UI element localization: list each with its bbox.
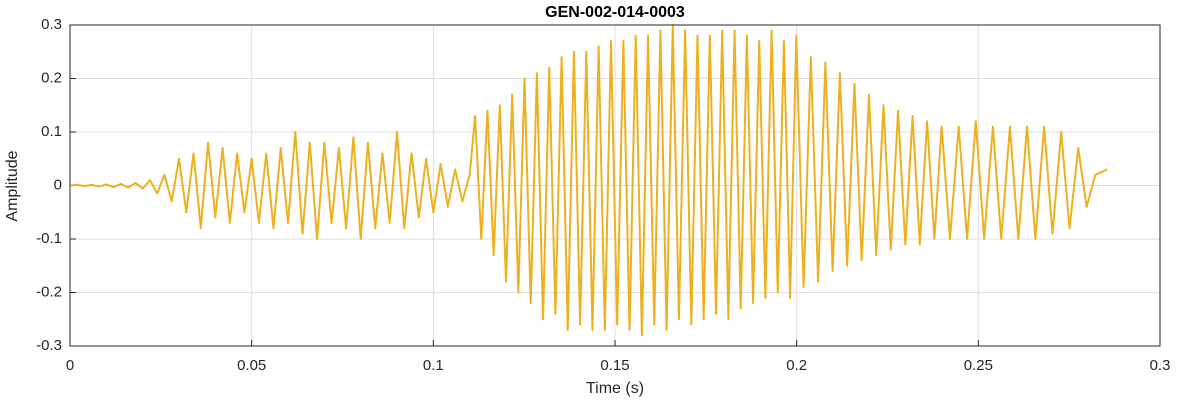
x-tick-label: 0.25 — [964, 357, 993, 374]
chart-title: GEN-002-014-0003 — [545, 4, 685, 21]
x-tick-label: 0 — [66, 357, 74, 374]
y-tick-label: 0.2 — [41, 69, 62, 86]
y-axis-label: Amplitude — [4, 150, 21, 221]
y-tick-label: 0 — [54, 176, 62, 193]
y-tick-label: -0.2 — [36, 283, 62, 300]
y-tick-label: 0.3 — [41, 16, 62, 33]
waveform-line — [69, 24, 1108, 337]
x-tick-label: 0.3 — [1150, 357, 1171, 374]
x-tick-label: 0.05 — [237, 357, 266, 374]
x-tick-label: 0.2 — [786, 357, 807, 374]
x-axis-label: Time (s) — [586, 380, 644, 397]
y-tick-label: -0.1 — [36, 230, 62, 247]
y-tick-label: 0.1 — [41, 123, 62, 140]
x-tick-label: 0.15 — [600, 357, 629, 374]
x-tick-label: 0.1 — [423, 357, 444, 374]
y-tick-label: -0.3 — [36, 337, 62, 354]
plot-frame — [69, 24, 1161, 347]
